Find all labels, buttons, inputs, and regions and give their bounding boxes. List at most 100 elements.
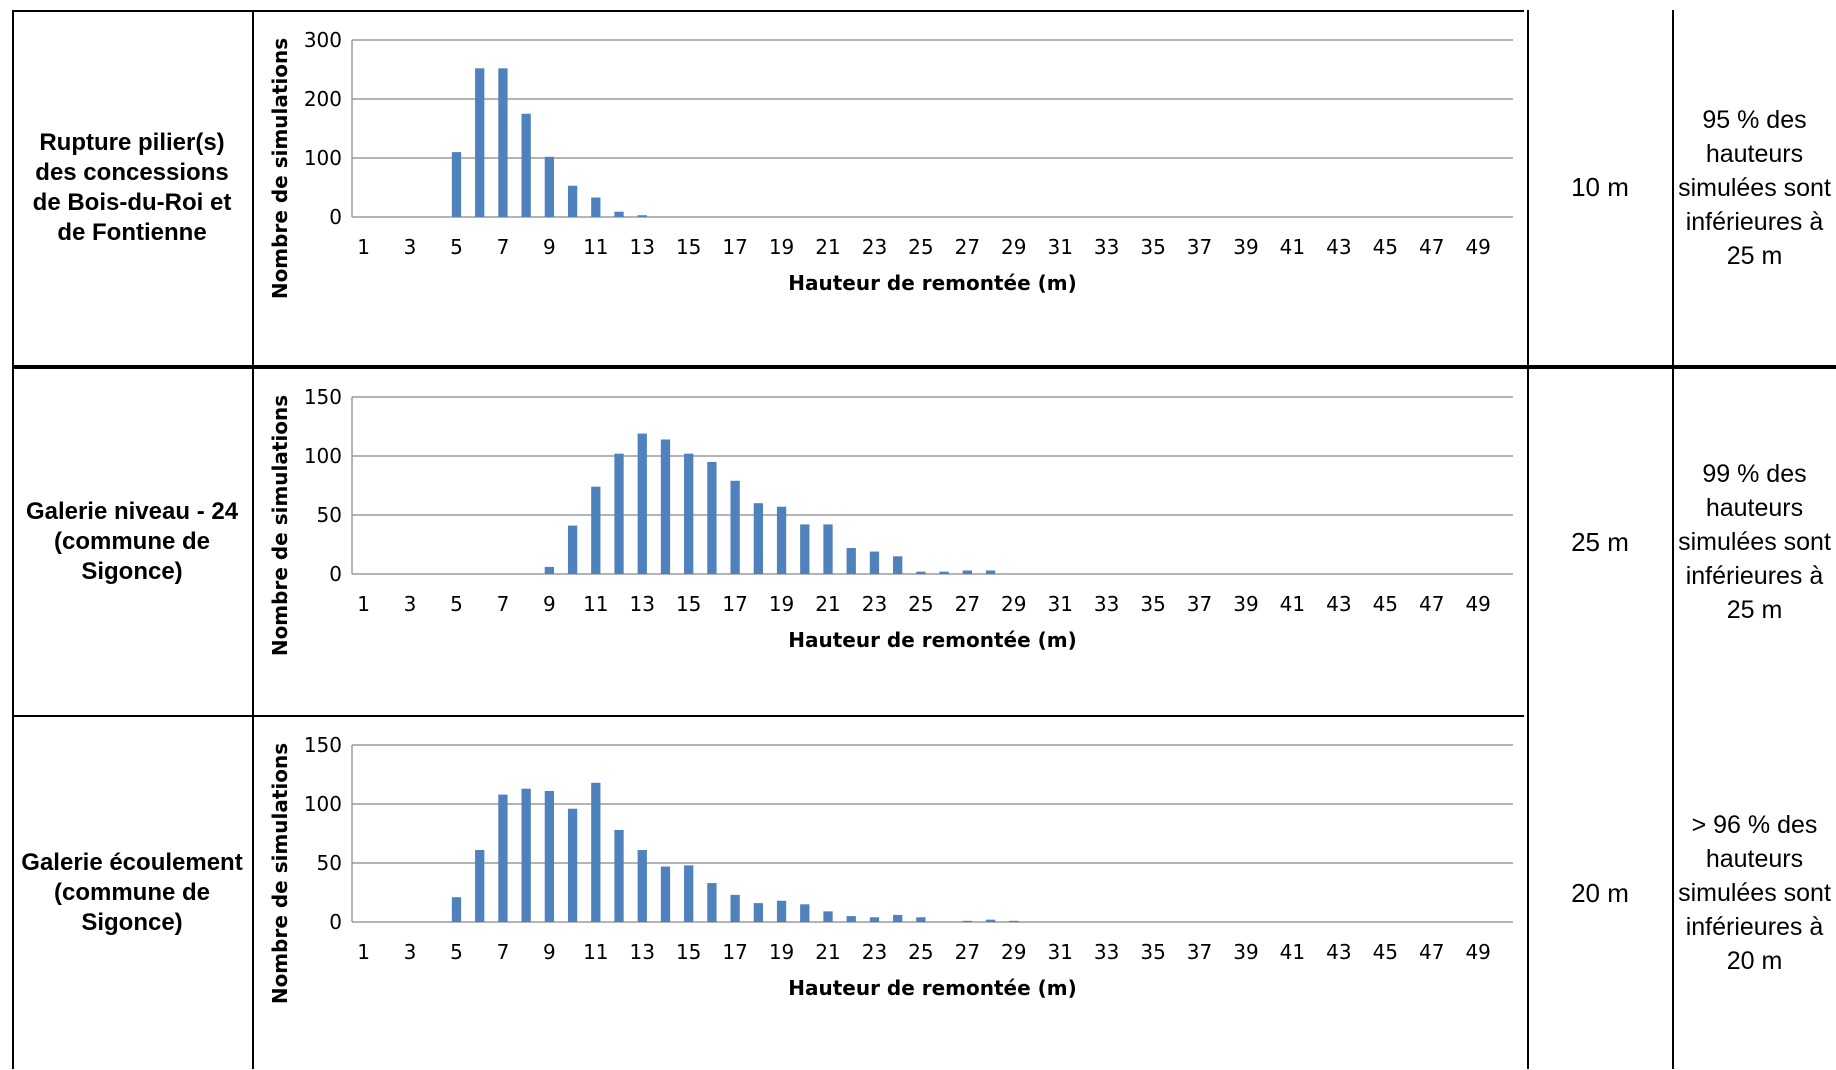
bar xyxy=(1009,920,1019,922)
x-tick-label: 7 xyxy=(497,235,510,259)
scenario-label: Galerie niveau - 24 (commune de Sigonce) xyxy=(25,498,239,585)
bar xyxy=(846,548,856,574)
x-tick-label: 13 xyxy=(630,235,655,259)
x-tick-label: 15 xyxy=(676,940,701,964)
bar xyxy=(637,433,647,574)
table-row-divider xyxy=(12,715,1524,717)
x-tick-label: 27 xyxy=(955,592,980,616)
x-axis-label: Hauteur de remontée (m) xyxy=(788,976,1077,1000)
x-tick-label: 37 xyxy=(1187,592,1212,616)
height-value: 20 m xyxy=(1571,877,1629,908)
x-tick-label: 43 xyxy=(1326,235,1351,259)
x-tick-label: 9 xyxy=(543,940,556,964)
bar xyxy=(567,185,578,217)
bar xyxy=(846,916,856,922)
x-tick-label: 25 xyxy=(908,592,933,616)
x-tick-label: 13 xyxy=(630,592,655,616)
bar xyxy=(544,566,555,574)
bar xyxy=(660,866,671,922)
bar xyxy=(800,904,810,922)
bar xyxy=(893,556,903,574)
bar xyxy=(544,156,555,217)
bar xyxy=(451,152,462,217)
x-tick-label: 45 xyxy=(1373,235,1398,259)
bar xyxy=(684,865,694,922)
x-tick-label: 27 xyxy=(955,940,980,964)
x-tick-label: 17 xyxy=(722,592,747,616)
x-tick-label: 35 xyxy=(1140,940,1165,964)
y-tick-label: 50 xyxy=(317,503,342,527)
x-tick-label: 49 xyxy=(1465,940,1490,964)
x-tick-label: 5 xyxy=(450,235,463,259)
x-tick-label: 5 xyxy=(450,592,463,616)
x-tick-label: 33 xyxy=(1094,592,1119,616)
x-tick-label: 41 xyxy=(1280,940,1305,964)
x-axis-label: Hauteur de remontée (m) xyxy=(788,628,1077,652)
x-tick-label: 27 xyxy=(955,235,980,259)
table-row: Galerie niveau - 24 (commune de Sigonce)… xyxy=(12,369,1836,715)
x-tick-label: 9 xyxy=(543,235,556,259)
bar xyxy=(823,524,833,574)
bar xyxy=(916,571,926,574)
y-tick-label: 50 xyxy=(317,851,342,875)
bar xyxy=(939,571,949,574)
bar xyxy=(823,911,833,922)
bar xyxy=(776,506,787,574)
bar xyxy=(498,68,508,217)
x-tick-label: 33 xyxy=(1094,940,1119,964)
bar xyxy=(567,525,578,574)
x-tick-label: 35 xyxy=(1140,592,1165,616)
x-tick-label: 39 xyxy=(1233,592,1258,616)
x-tick-label: 7 xyxy=(497,592,510,616)
histogram-chart: 0 100 200 300 1 3 5 7 9 11 13 15 17 19 21 23 25 27 29 31 33 3… xyxy=(267,20,1517,360)
bar xyxy=(544,791,555,922)
x-tick-label: 43 xyxy=(1326,592,1351,616)
x-tick-label: 31 xyxy=(1047,940,1072,964)
x-tick-label: 23 xyxy=(862,940,887,964)
x-tick-label: 23 xyxy=(862,592,887,616)
table-row: Rupture pilier(s) des concessions de Boi… xyxy=(12,10,1836,365)
bar xyxy=(591,197,601,217)
percentile-note: 95 % des hauteurs simulées sont inférieu… xyxy=(1678,105,1831,270)
x-tick-label: 1 xyxy=(357,235,370,259)
bar xyxy=(730,480,740,574)
x-tick-label: 9 xyxy=(543,592,556,616)
histogram-chart: 0 50 100 150 1 3 5 7 9 11 13 15 17 19 21 23 25 27 29 31 33 35… xyxy=(267,377,1517,712)
y-tick-label: 0 xyxy=(329,910,342,934)
bar xyxy=(707,883,717,922)
table-border-left xyxy=(12,10,14,1069)
bar xyxy=(707,461,717,574)
bar xyxy=(962,920,972,922)
x-tick-label: 19 xyxy=(769,235,794,259)
percentile-note: 99 % des hauteurs simulées sont inférieu… xyxy=(1678,460,1831,624)
x-tick-label: 19 xyxy=(769,592,794,616)
bar xyxy=(869,551,880,574)
bar xyxy=(591,486,601,574)
x-tick-label: 39 xyxy=(1233,235,1258,259)
x-tick-label: 29 xyxy=(1001,940,1026,964)
bar xyxy=(869,917,880,922)
bar xyxy=(567,808,578,922)
y-axis-label: Nombre de simulations xyxy=(268,395,292,656)
x-tick-label: 29 xyxy=(1001,235,1026,259)
bar xyxy=(753,503,763,574)
x-tick-label: 41 xyxy=(1280,592,1305,616)
height-value: 10 m xyxy=(1571,172,1629,202)
y-axis-label: Nombre de simulations xyxy=(268,38,292,299)
y-tick-label: 200 xyxy=(304,87,342,111)
y-axis-label: Nombre de simulations xyxy=(268,743,292,1004)
x-tick-label: 33 xyxy=(1094,235,1119,259)
x-tick-label: 37 xyxy=(1187,940,1212,964)
x-tick-label: 25 xyxy=(908,235,933,259)
x-tick-label: 49 xyxy=(1465,235,1490,259)
x-tick-label: 49 xyxy=(1465,592,1490,616)
x-tick-label: 45 xyxy=(1373,592,1398,616)
histogram-chart: 0 50 100 150 1 3 5 7 9 11 13 15 17 19 21 23 25 27 29 31 33 35… xyxy=(267,725,1517,1065)
table-border-top xyxy=(12,10,1524,12)
x-tick-label: 47 xyxy=(1419,940,1444,964)
y-tick-label: 0 xyxy=(329,562,342,586)
bar xyxy=(498,794,508,922)
x-tick-label: 21 xyxy=(815,235,840,259)
height-value: 25 m xyxy=(1571,526,1629,557)
